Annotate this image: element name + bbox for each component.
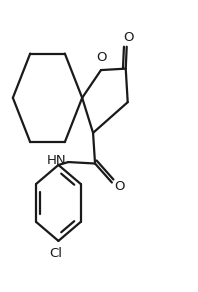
Text: O: O — [123, 31, 134, 44]
Text: Cl: Cl — [49, 247, 62, 260]
Text: O: O — [96, 51, 107, 64]
Text: O: O — [114, 180, 124, 192]
Text: HN: HN — [47, 154, 66, 167]
